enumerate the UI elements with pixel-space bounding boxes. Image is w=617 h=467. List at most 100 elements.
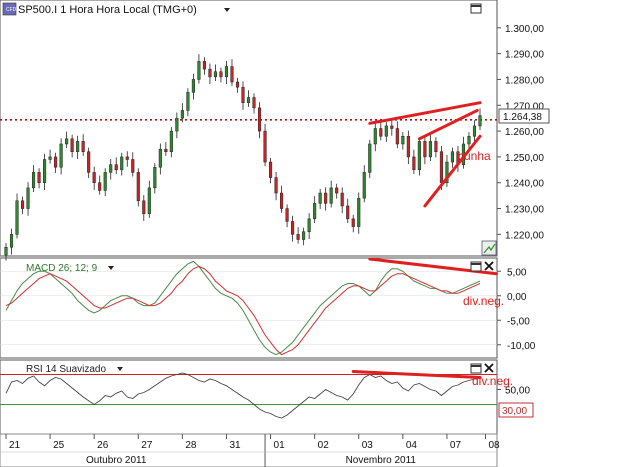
candle-body — [114, 164, 118, 171]
candle-body — [307, 218, 311, 233]
rsi-level-tag — [498, 402, 534, 418]
candle-body — [324, 192, 328, 204]
rsi-panel[interactable] — [0, 359, 498, 435]
candle-body — [412, 156, 416, 171]
candle-body — [103, 172, 107, 191]
candle-body — [280, 192, 284, 209]
rsi-dropdown-arrow-icon[interactable] — [117, 367, 123, 371]
candle-body — [252, 97, 256, 109]
time-tick-label: 21 — [9, 440, 21, 451]
candle-body — [15, 200, 19, 235]
candle-body — [285, 208, 289, 222]
candle-body — [59, 143, 63, 168]
candle-body — [362, 172, 366, 199]
candle-body — [224, 66, 229, 78]
candle-body — [4, 247, 8, 256]
candle-body — [478, 115, 482, 127]
candle-body — [37, 172, 41, 183]
candle-body — [125, 156, 129, 160]
candle-body — [428, 141, 432, 158]
candle-body — [43, 159, 47, 183]
candle-body — [263, 130, 267, 163]
macd-tick-label: -5,00 — [507, 316, 530, 327]
dropdown-arrow-icon[interactable] — [224, 8, 230, 12]
time-tick-label: 08 — [489, 440, 501, 451]
price-tick-label: 1.270,00 — [505, 101, 544, 112]
macd-line — [5, 260, 481, 356]
candle-body — [169, 130, 173, 152]
candle-body — [191, 79, 195, 93]
time-tick-label: 25 — [53, 440, 65, 451]
rsi-level-label: 30,00 — [502, 406, 527, 417]
candle-body — [472, 125, 477, 137]
candle-body — [406, 135, 410, 158]
macd-dropdown-arrow-icon[interactable] — [108, 266, 114, 270]
candle-body — [26, 187, 30, 209]
candle-body — [329, 187, 333, 204]
navigator-icon[interactable] — [481, 240, 497, 256]
candle-body — [213, 71, 217, 78]
time-tick-label: 07 — [450, 440, 462, 451]
candle-body — [158, 148, 162, 168]
candle-body — [208, 68, 212, 78]
rsi-line — [5, 372, 481, 419]
candle-body — [175, 117, 179, 132]
candle-body — [20, 200, 25, 209]
macd-divergence-label: div.neg. — [463, 294, 504, 308]
candle-body — [291, 221, 295, 235]
macd-maximize-icon[interactable] — [470, 261, 482, 272]
rsi-title[interactable]: RSI 14 Suavizado — [26, 364, 106, 375]
candle-body — [92, 172, 96, 183]
macd-tick-label: 0,00 — [507, 292, 527, 303]
candle-body — [76, 141, 80, 152]
rsi-maximize-icon[interactable] — [470, 363, 482, 374]
price-panel-maximize-icon[interactable] — [470, 3, 482, 14]
candle-body — [186, 92, 190, 111]
candle-body — [373, 128, 377, 145]
candle-body — [296, 234, 300, 240]
candle-body — [257, 107, 262, 132]
month-label: Novembro 2011 — [346, 455, 417, 466]
rsi-close-icon[interactable] — [484, 363, 494, 373]
time-tick-label: 28 — [185, 440, 197, 451]
macd-tick-label: 5,00 — [507, 267, 527, 278]
rsi-divergence-label: div.neg. — [472, 374, 513, 388]
price-panel[interactable] — [0, 0, 498, 257]
wedge-label: cunha — [458, 149, 491, 163]
price-tick-label: 1.280,00 — [505, 75, 544, 86]
time-tick-label: 04 — [406, 440, 418, 451]
candle-body — [48, 156, 52, 160]
symbol-title[interactable]: SP500.I 1 Hora Hora Local (TMG+0) — [18, 4, 197, 16]
macd-close-icon[interactable] — [484, 261, 494, 271]
time-tick-label: 01 — [274, 440, 286, 451]
time-tick-label: 02 — [318, 440, 330, 451]
candle-body — [346, 205, 350, 220]
rsi-tick-label: 50,00 — [505, 386, 530, 397]
candle-body — [335, 187, 339, 194]
candle-body — [219, 71, 223, 78]
candle-body — [379, 128, 383, 137]
macd-title[interactable]: MACD 26; 12; 9 — [26, 263, 98, 274]
candle-body — [241, 86, 245, 103]
candle-body — [81, 141, 85, 152]
candle-body — [395, 128, 399, 145]
candle-body — [401, 135, 405, 145]
time-axis — [0, 433, 498, 467]
candle-body — [439, 151, 443, 183]
price-tick-label: 1.240,00 — [505, 179, 544, 190]
current-price-label: 1.264,38 — [503, 112, 542, 123]
time-tick-label: 26 — [97, 440, 109, 451]
candle-body — [70, 138, 74, 152]
time-tick-label: 03 — [362, 440, 374, 451]
candle-body — [269, 161, 273, 178]
candle-body — [142, 200, 146, 214]
signal-line — [5, 265, 481, 356]
candle-body — [467, 135, 471, 145]
candle-body — [147, 187, 151, 214]
price-tick-label: 1.230,00 — [505, 205, 544, 216]
wedge-trendline — [423, 134, 482, 208]
price-tick-label: 1.220,00 — [505, 230, 544, 241]
candle-body — [65, 138, 69, 145]
month-label: Outubro 2011 — [86, 455, 147, 466]
